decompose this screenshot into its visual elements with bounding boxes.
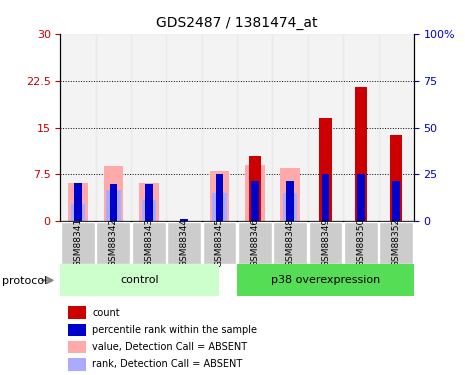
Text: GSM88350: GSM88350: [356, 218, 365, 267]
Bar: [68, 183, 88, 221]
Bar: [202, 34, 237, 221]
Bar: [71, 204, 85, 221]
Bar: [272, 34, 308, 221]
Text: p38 overexpression: p38 overexpression: [271, 275, 380, 285]
Text: rank, Detection Call = ABSENT: rank, Detection Call = ABSENT: [92, 359, 242, 369]
Text: GSM88341: GSM88341: [73, 218, 83, 267]
Bar: [145, 184, 153, 221]
Bar: [60, 34, 96, 221]
Bar: [203, 222, 236, 264]
Bar: [308, 34, 343, 221]
Bar: [249, 156, 261, 221]
Bar: [251, 181, 259, 221]
Bar: [110, 184, 117, 221]
Bar: [213, 193, 226, 221]
Text: GSM88344: GSM88344: [179, 218, 189, 267]
Bar: [166, 34, 202, 221]
Bar: [139, 183, 159, 221]
Text: GSM88348: GSM88348: [286, 218, 295, 267]
Bar: [60, 264, 219, 296]
Bar: [131, 34, 166, 221]
Bar: [390, 135, 402, 221]
Bar: [392, 181, 400, 221]
Bar: [273, 222, 307, 264]
Bar: [210, 171, 229, 221]
Bar: [167, 222, 201, 264]
Text: control: control: [120, 275, 159, 285]
Text: value, Detection Call = ABSENT: value, Detection Call = ABSENT: [92, 342, 247, 352]
Bar: [344, 222, 378, 264]
Bar: [106, 190, 120, 221]
Text: count: count: [92, 308, 120, 318]
Bar: [357, 174, 365, 221]
Bar: [283, 193, 297, 221]
Bar: [245, 165, 265, 221]
Bar: [180, 219, 188, 221]
Bar: [74, 183, 82, 221]
Bar: [216, 174, 223, 221]
Bar: [68, 358, 86, 370]
Bar: [286, 181, 294, 221]
Text: GSM88352: GSM88352: [392, 218, 401, 267]
Bar: [104, 166, 123, 221]
Bar: [379, 34, 414, 221]
Bar: [280, 168, 300, 221]
Bar: [68, 340, 86, 353]
Text: percentile rank within the sample: percentile rank within the sample: [92, 325, 257, 335]
Bar: [238, 222, 272, 264]
Bar: [319, 118, 332, 221]
Bar: [237, 264, 432, 296]
Text: GSM88342: GSM88342: [109, 218, 118, 267]
Bar: [68, 324, 86, 336]
Bar: [142, 200, 156, 221]
Text: GSM88345: GSM88345: [215, 218, 224, 267]
Text: GSM88346: GSM88346: [250, 218, 259, 267]
Bar: [61, 222, 95, 264]
Text: GSM88343: GSM88343: [144, 218, 153, 267]
Bar: [322, 174, 329, 221]
Bar: [96, 34, 131, 221]
Bar: [343, 34, 379, 221]
Bar: [309, 222, 342, 264]
Text: GSM88349: GSM88349: [321, 218, 330, 267]
Bar: [237, 34, 272, 221]
Bar: [68, 306, 86, 319]
Text: protocol: protocol: [2, 276, 47, 285]
Bar: [132, 222, 166, 264]
Title: GDS2487 / 1381474_at: GDS2487 / 1381474_at: [156, 16, 318, 30]
Bar: [379, 222, 413, 264]
Bar: [97, 222, 130, 264]
Bar: [355, 87, 367, 221]
